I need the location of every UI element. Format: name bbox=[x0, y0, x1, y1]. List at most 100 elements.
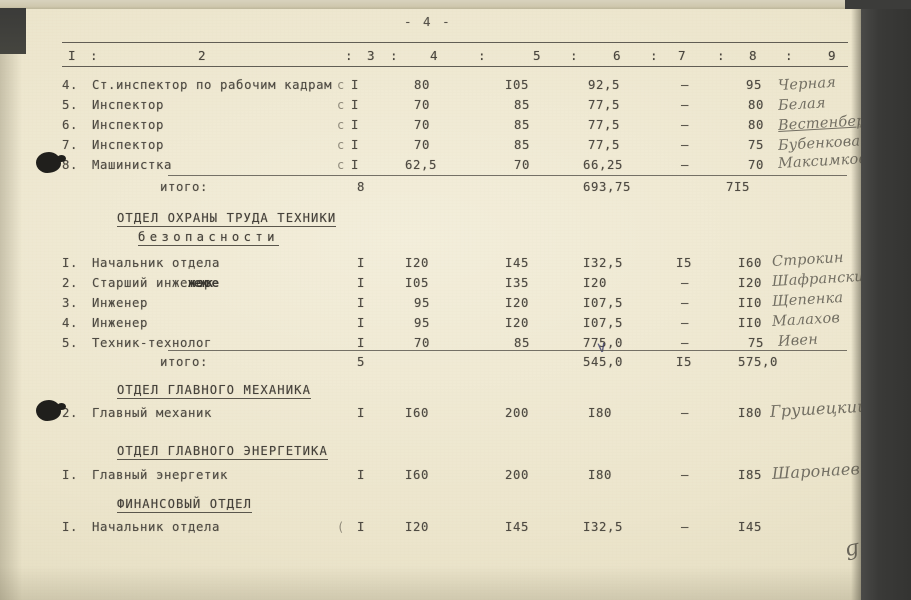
ink-blot bbox=[36, 152, 66, 173]
pencil-mark: ( bbox=[337, 520, 345, 534]
scanner-right-edge bbox=[861, 0, 911, 600]
total-col6: 545,0 bbox=[583, 355, 624, 369]
handwritten-surname: Строкин bbox=[771, 250, 845, 270]
row-col6: 66,25 bbox=[583, 158, 624, 172]
ink-correction-mark: ∨ bbox=[594, 337, 609, 357]
row-col3: I bbox=[357, 406, 366, 420]
row-number: 5. bbox=[62, 336, 79, 350]
row-col4: I20 bbox=[405, 256, 430, 270]
row-col4: I60 bbox=[405, 468, 430, 482]
handwritten-surname: Черная bbox=[777, 74, 837, 94]
header-colon-1: : bbox=[90, 48, 99, 63]
row-col4: I20 bbox=[405, 520, 430, 534]
row-col4: 95 bbox=[414, 316, 431, 330]
row-col7: – bbox=[681, 316, 690, 330]
row-col7: – bbox=[681, 138, 690, 152]
row-col5: 85 bbox=[514, 336, 531, 350]
row-col7: – bbox=[681, 118, 690, 132]
row-number: I. bbox=[62, 468, 79, 482]
row-col5: 85 bbox=[514, 138, 531, 152]
scanner-top-dark-corner bbox=[845, 0, 911, 9]
handwritten-surname: Ивен bbox=[777, 331, 819, 350]
total-col8: 7I5 bbox=[726, 180, 751, 194]
column-header-5: 5 bbox=[533, 48, 542, 63]
row-col3: I bbox=[351, 138, 360, 152]
row-col8: I60 bbox=[738, 256, 763, 270]
row-col8: I20 bbox=[738, 276, 763, 290]
row-col6: 77,5 bbox=[588, 138, 621, 152]
row-title: Инженер bbox=[92, 316, 149, 330]
total-label: итого: bbox=[160, 180, 209, 194]
row-col4: 70 bbox=[414, 98, 431, 112]
total-rule bbox=[168, 350, 847, 351]
column-header-6: 6 bbox=[613, 48, 622, 63]
row-col8: II0 bbox=[738, 316, 763, 330]
row-title: Ст.инспектор по рабочим кадрам bbox=[92, 78, 333, 92]
row-col6: I07,5 bbox=[583, 296, 624, 310]
section-heading: ФИНАНСОВЫЙ ОТДЕЛ bbox=[117, 497, 252, 513]
row-col7: – bbox=[681, 78, 690, 92]
row-col4: 70 bbox=[414, 336, 431, 350]
row-col5: 85 bbox=[514, 98, 531, 112]
row-title: Инспектор bbox=[92, 118, 165, 132]
row-col8: I80 bbox=[738, 406, 763, 420]
row-number: 7. bbox=[62, 138, 79, 152]
row-col3: I bbox=[357, 336, 366, 350]
row-col7: – bbox=[681, 276, 690, 290]
section-heading-line2: безопасности bbox=[138, 230, 279, 246]
row-col6: I32,5 bbox=[583, 256, 624, 270]
row-col6: 77,5 bbox=[588, 118, 621, 132]
row-title: Главный энергетик bbox=[92, 468, 229, 482]
header-colon-8: : bbox=[785, 48, 794, 63]
handwritten-surname: Шаронаев bbox=[771, 459, 861, 483]
pencil-mark: c bbox=[337, 118, 345, 132]
row-col6: I80 bbox=[588, 468, 613, 482]
row-col3: I bbox=[357, 468, 366, 482]
header-colon-7: : bbox=[717, 48, 726, 63]
row-col4: I60 bbox=[405, 406, 430, 420]
total-col3: 5 bbox=[357, 355, 366, 369]
row-col4: I05 bbox=[405, 276, 430, 290]
row-col8: 75 bbox=[748, 336, 765, 350]
scanner-top-strip bbox=[0, 0, 911, 9]
row-number: 3. bbox=[62, 296, 79, 310]
row-col3: I bbox=[351, 78, 360, 92]
row-col7: – bbox=[681, 98, 690, 112]
handwritten-surname: Щепенка bbox=[771, 290, 844, 310]
row-col4: 70 bbox=[414, 138, 431, 152]
handwritten-surname: Белая bbox=[777, 95, 827, 114]
row-col3: I bbox=[351, 158, 360, 172]
header-rule-top bbox=[62, 42, 848, 44]
total-col3: 8 bbox=[357, 180, 366, 194]
row-col7: – bbox=[681, 296, 690, 310]
column-header-3: 3 bbox=[367, 48, 376, 63]
row-number: 4. bbox=[62, 316, 79, 330]
row-col4: 70 bbox=[414, 118, 431, 132]
pencil-mark: c bbox=[337, 158, 345, 172]
row-number: 5. bbox=[62, 98, 79, 112]
column-header-9: 9 bbox=[828, 48, 837, 63]
row-col6: I32,5 bbox=[583, 520, 624, 534]
row-col8: 80 bbox=[748, 98, 765, 112]
row-col3: I bbox=[357, 256, 366, 270]
right-edge-gradient bbox=[851, 0, 861, 600]
header-colon-3: : bbox=[390, 48, 399, 63]
row-number: 2. bbox=[62, 276, 79, 290]
row-col3: I bbox=[357, 296, 366, 310]
row-col8: II0 bbox=[738, 296, 763, 310]
row-number: 4. bbox=[62, 78, 79, 92]
header-colon-2: : bbox=[345, 48, 354, 63]
column-header-7: 7 bbox=[678, 48, 687, 63]
row-col5: I45 bbox=[505, 256, 530, 270]
pencil-mark: c bbox=[337, 98, 345, 112]
row-col7: I5 bbox=[676, 256, 693, 270]
row-col6: 77,5 bbox=[588, 98, 621, 112]
column-header-1: I bbox=[68, 48, 77, 63]
total-label: итого: bbox=[160, 355, 209, 369]
row-col8: 95 bbox=[746, 78, 763, 92]
row-col6: I20 bbox=[583, 276, 608, 290]
pencil-mark: c bbox=[337, 78, 345, 92]
